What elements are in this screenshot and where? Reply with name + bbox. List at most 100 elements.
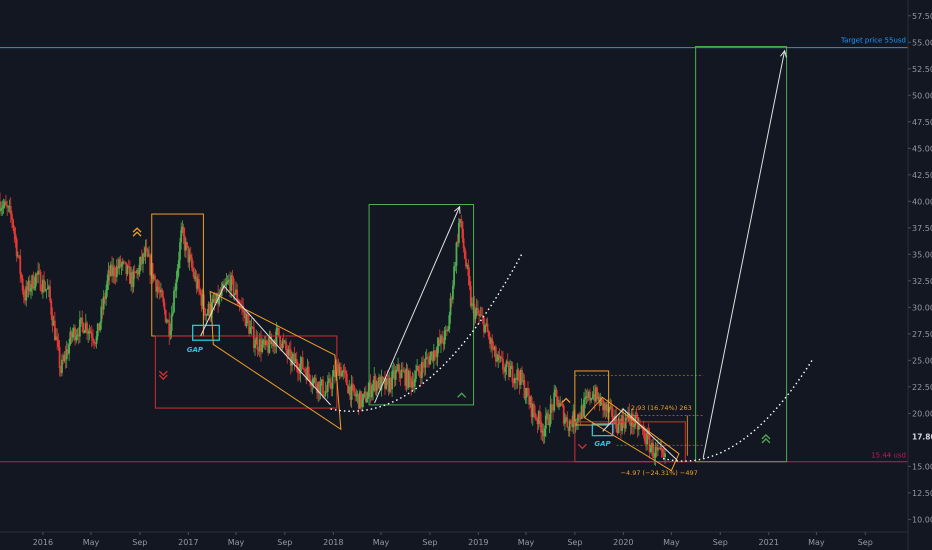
green-target-box-2021[interactable]: [695, 46, 788, 463]
candle-body: [145, 247, 148, 250]
candle-body: [159, 289, 162, 293]
candle-body: [626, 417, 628, 419]
orange-falling-channel-2017[interactable]: [209, 290, 342, 431]
candle-body: [96, 323, 99, 337]
candle-body: [298, 372, 301, 374]
red-range-box-2017[interactable]: [154, 335, 338, 409]
candle-body: [49, 286, 51, 301]
y-tick-label: 45.00: [912, 144, 932, 153]
candle-body: [2, 205, 5, 208]
candle-body: [578, 414, 581, 419]
candle-body: [325, 390, 328, 392]
candle-body: [170, 314, 173, 331]
candle-body: [479, 315, 482, 316]
candle-body: [136, 270, 138, 273]
candle-body: [155, 280, 158, 292]
candle-body: [221, 283, 224, 289]
candle-body: [242, 306, 245, 313]
candle-body: [86, 322, 88, 334]
candle-body: [442, 342, 445, 345]
candle-body: [98, 323, 100, 331]
candle-body: [357, 393, 360, 409]
candle-body: [649, 447, 652, 453]
candle-body: [347, 385, 349, 394]
dotted-curve-2018[interactable]: [330, 254, 523, 412]
candle-body: [478, 313, 481, 316]
candle-body: [586, 396, 589, 398]
candle-body: [275, 328, 278, 347]
white-arrow-2018[interactable]: [374, 206, 461, 403]
candle-body: [211, 302, 214, 314]
candle-body: [162, 296, 165, 303]
x-tick-label: 2018: [323, 538, 343, 547]
candle-body: [585, 396, 588, 398]
candle-body: [226, 280, 229, 283]
candle-body: [1, 207, 4, 209]
candle-body: [266, 340, 268, 346]
white-zigzag-2017[interactable]: [200, 285, 331, 406]
candle-body: [123, 261, 125, 263]
gap-box-2019[interactable]: [591, 423, 614, 437]
candle-body: [529, 397, 532, 405]
candle-body: [129, 266, 131, 285]
candle-body: [435, 355, 438, 358]
candle-body: [11, 214, 13, 220]
candle-body: [20, 274, 23, 279]
y-tick-label: 55.00: [912, 38, 932, 47]
candle-body: [299, 363, 302, 374]
candle-body: [204, 308, 206, 316]
candle-body: [149, 255, 152, 276]
candle-body: [381, 376, 384, 379]
candle-body: [93, 341, 96, 344]
candle-body: [111, 264, 113, 276]
candle-body: [99, 322, 102, 331]
candle-body: [132, 271, 135, 287]
candle-body: [13, 228, 16, 234]
candle-body: [390, 378, 392, 390]
candle-body: [312, 378, 315, 385]
time-axis[interactable]: 2016 May Sep 2017 May Sep 2018 May Sep 2019 May Sep…: [33, 532, 873, 547]
candle-body: [575, 422, 578, 424]
candle-body: [282, 340, 285, 342]
x-tick-label: 2020: [613, 538, 633, 547]
price-axis[interactable]: 10.00 12.50 15.00 20.00 22.50 25.00 27.50 30.00…: [908, 12, 932, 525]
candle-body: [496, 360, 498, 362]
green-target-box-2018[interactable]: [368, 204, 475, 406]
candle-body: [623, 424, 626, 429]
candle-body: [247, 314, 249, 321]
candle-body: [15, 239, 18, 257]
candle-body: [446, 330, 448, 332]
candle-body: [510, 365, 513, 369]
candle-body: [651, 442, 653, 448]
candle-body: [332, 370, 335, 377]
candle-body: [637, 425, 640, 430]
candle-body: [482, 317, 485, 333]
red-range-box-2019[interactable]: [574, 421, 686, 463]
candle-body: [138, 264, 141, 275]
candle-body: [530, 397, 533, 418]
candle-body: [71, 333, 74, 338]
candle-body: [80, 317, 82, 320]
candle-body: [499, 357, 502, 359]
candle-body: [144, 247, 147, 257]
candle-body: [231, 275, 234, 279]
white-zigzag-2019[interactable]: [602, 408, 678, 461]
candle-body: [597, 396, 600, 399]
candle-body: [194, 276, 197, 279]
white-arrow-2018-head: [454, 205, 461, 214]
candle-body: [457, 222, 460, 243]
candle-body: [448, 315, 451, 330]
candle-body: [320, 379, 323, 384]
candle-body: [398, 364, 401, 374]
candle-body: [407, 371, 410, 388]
candle-body: [528, 395, 531, 405]
white-arrow-2021[interactable]: [702, 50, 786, 459]
candle-body: [378, 377, 380, 388]
orange-falling-channel-2019[interactable]: [583, 396, 680, 472]
candle-body: [662, 452, 665, 458]
candle-body: [469, 285, 472, 307]
candle-body: [409, 371, 411, 379]
candle-body: [56, 336, 59, 341]
candle-body: [19, 255, 22, 275]
